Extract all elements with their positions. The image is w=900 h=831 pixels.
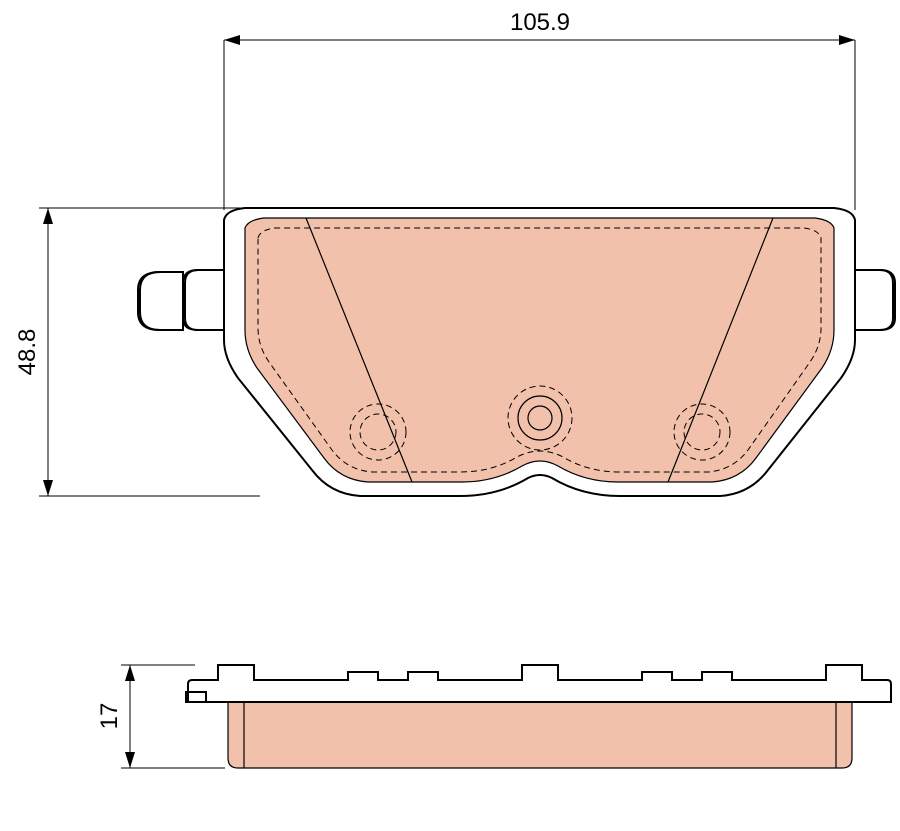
dimension-height-label: 48.8 (14, 329, 41, 376)
side-friction-pad (228, 702, 852, 768)
front-view (138, 208, 895, 496)
dimension-width: 105.9 (224, 9, 855, 210)
friction-pad (245, 218, 834, 482)
dimension-thickness-label: 17 (96, 703, 123, 730)
side-view (186, 665, 891, 768)
drawing-canvas: 105.9 48.8 (0, 0, 900, 831)
side-backing-plate (188, 665, 891, 702)
dimension-width-label: 105.9 (510, 9, 570, 36)
